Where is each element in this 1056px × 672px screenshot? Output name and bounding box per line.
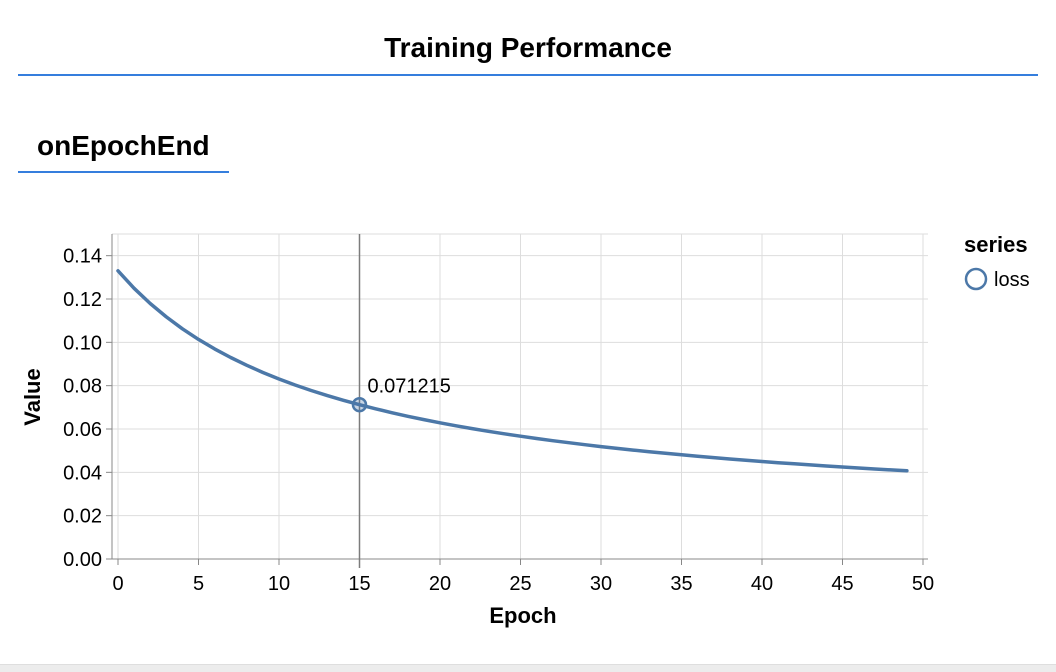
x-tick-label: 45 [831, 573, 853, 595]
legend-title: series [964, 232, 1028, 257]
x-tick-label: 10 [268, 573, 290, 595]
x-tick-label: 30 [590, 573, 612, 595]
tooltip-value: 0.071215 [368, 376, 451, 398]
x-tick-label: 35 [670, 573, 692, 595]
x-tick-label: 25 [509, 573, 531, 595]
legend: series loss [964, 232, 1030, 291]
y-tick-label: 0.12 [63, 289, 102, 311]
x-tick-label: 0 [112, 573, 123, 595]
legend-symbol-loss-icon [964, 267, 988, 291]
y-tick-label: 0.14 [63, 246, 102, 268]
y-tick-label: 0.06 [63, 419, 102, 441]
y-tick-label: 0.00 [63, 549, 102, 571]
section-label: onEpochEnd [37, 130, 210, 161]
title-divider [18, 74, 1038, 76]
grid-layer [112, 233, 928, 560]
page-title: Training Performance [384, 32, 672, 63]
y-tick-label: 0.04 [63, 462, 102, 484]
x-tick-label: 50 [912, 573, 934, 595]
y-tick-label: 0.10 [63, 332, 102, 354]
axis-layer: 0 5 10 15 20 25 30 35 40 45 50 0.00 0.02 0.04 0.06 0.08… [63, 234, 934, 595]
x-tick-label: 40 [751, 573, 773, 595]
series-line-loss [116, 269, 909, 473]
x-tick-label: 5 [193, 573, 204, 595]
legend-label-loss: loss [994, 269, 1030, 291]
x-axis-title: Epoch [489, 603, 556, 628]
y-axis-title: Value [20, 368, 45, 425]
x-tick-label: 15 [348, 573, 370, 595]
y-tick-label: 0.08 [63, 376, 102, 398]
y-tick-label: 0.02 [63, 506, 102, 528]
section-divider [18, 171, 229, 173]
x-tick-label: 20 [429, 573, 451, 595]
series-layer: 0.071215 [116, 269, 909, 473]
bottom-bar [0, 664, 1056, 672]
data-point-marker[interactable] [351, 396, 368, 413]
